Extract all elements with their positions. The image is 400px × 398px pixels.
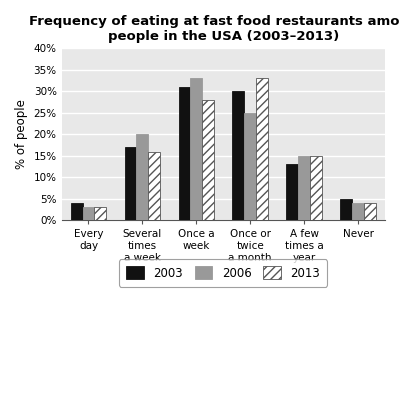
Bar [256, 78, 268, 220]
Bar [71, 203, 82, 220]
Bar [310, 156, 322, 220]
Bar [178, 87, 190, 220]
Bar [232, 92, 244, 220]
Bar [340, 199, 352, 220]
Bar [148, 152, 160, 220]
Bar [298, 156, 310, 220]
Bar [125, 147, 136, 220]
Bar [244, 113, 256, 220]
Legend: 2003, 2006, 2013: 2003, 2006, 2013 [119, 259, 328, 287]
Bar [352, 203, 364, 220]
Bar [94, 207, 106, 220]
Bar [136, 135, 148, 220]
Title: Frequency of eating at fast food restaurants among
people in the USA (2003–2013): Frequency of eating at fast food restaur… [28, 15, 400, 43]
Bar [82, 207, 94, 220]
Bar [202, 100, 214, 220]
Bar [364, 203, 376, 220]
Y-axis label: % of people: % of people [15, 100, 28, 169]
Bar [190, 78, 202, 220]
Bar [286, 164, 298, 220]
